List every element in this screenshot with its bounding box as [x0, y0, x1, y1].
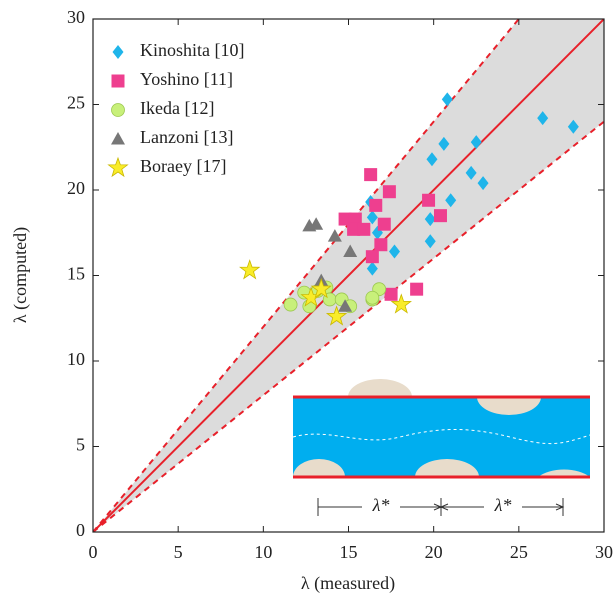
legend-label: Kinoshita [10]: [140, 40, 244, 60]
point: [310, 277, 332, 299]
point: [470, 135, 482, 150]
legend-label: Lanzoni [13]: [140, 127, 233, 147]
point: [441, 92, 453, 107]
x-tick-label: 30: [595, 542, 613, 562]
y-tick-label: 15: [67, 264, 85, 284]
inset-label: λ*: [494, 495, 512, 515]
legend-marker: [111, 74, 125, 88]
point: [347, 222, 361, 236]
point: [424, 234, 436, 249]
point: [438, 136, 450, 151]
point: [388, 244, 400, 259]
point: [465, 165, 477, 180]
legend-marker: [107, 156, 129, 178]
x-tick-label: 25: [510, 542, 528, 562]
point: [422, 193, 436, 207]
point: [365, 290, 380, 305]
legend-marker: [112, 45, 124, 59]
inset-label: λ*: [372, 495, 390, 515]
y-tick-label: 30: [67, 7, 85, 27]
point: [445, 193, 457, 208]
point: [366, 210, 378, 225]
y-tick-label: 0: [76, 520, 85, 540]
inset-diagram: λ* λ*: [292, 379, 591, 519]
point: [283, 297, 298, 312]
point: [390, 293, 412, 314]
x-tick-label: 5: [174, 542, 183, 562]
points: [239, 92, 579, 326]
legend-label: Yoshino [11]: [140, 69, 233, 89]
y-tick-label: 20: [67, 178, 85, 198]
x-tick-label: 20: [425, 542, 443, 562]
point: [343, 244, 358, 258]
point: [309, 217, 324, 230]
point: [377, 217, 391, 231]
point: [384, 287, 398, 301]
point: [327, 229, 342, 242]
point: [366, 261, 378, 276]
y-tick-label: 5: [76, 435, 85, 455]
legend-marker: [111, 132, 125, 145]
point: [348, 212, 362, 226]
point: [410, 282, 424, 296]
point: [364, 168, 378, 182]
legend-marker: [111, 103, 125, 117]
legend-label: Boraey [17]: [140, 156, 226, 176]
y-axis-label: λ (computed): [10, 227, 31, 323]
point: [365, 250, 379, 264]
point: [374, 238, 388, 252]
point: [567, 119, 579, 134]
point: [433, 209, 447, 223]
x-axis-label: λ (measured): [301, 573, 395, 594]
point: [239, 259, 261, 280]
point: [426, 152, 438, 167]
point: [369, 198, 383, 212]
point: [382, 185, 396, 199]
point: [338, 299, 353, 312]
legend-label: Ikeda [12]: [140, 98, 214, 118]
point: [477, 176, 489, 191]
identity-line: [93, 19, 604, 532]
x-tick-label: 10: [254, 542, 272, 562]
x-tick-label: 0: [89, 542, 98, 562]
y-tick-label: 25: [67, 93, 85, 113]
x-tick-label: 15: [340, 542, 358, 562]
point: [338, 212, 352, 226]
y-tick-label: 10: [67, 349, 85, 369]
point: [357, 222, 371, 236]
point: [537, 111, 549, 126]
point: [424, 212, 436, 227]
point: [325, 305, 348, 326]
